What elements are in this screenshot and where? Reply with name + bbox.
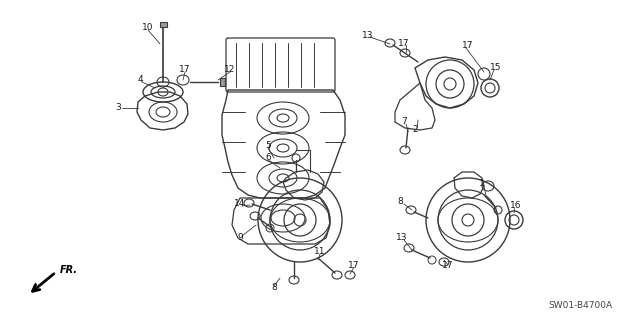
Text: 2: 2 [412, 125, 418, 135]
Text: 14: 14 [234, 199, 246, 209]
Text: 13: 13 [362, 31, 374, 40]
Text: 10: 10 [142, 24, 154, 33]
Text: 13: 13 [396, 234, 408, 242]
Text: 3: 3 [115, 103, 121, 113]
Text: 17: 17 [179, 65, 191, 75]
Text: FR.: FR. [60, 265, 78, 275]
Text: 9: 9 [237, 234, 243, 242]
Bar [220, 78, 225, 86]
Text: 17: 17 [462, 41, 474, 50]
Text: 1: 1 [479, 180, 485, 189]
Text: 5: 5 [265, 142, 271, 151]
Bar [159, 21, 166, 26]
Text: 6: 6 [265, 153, 271, 162]
Text: 8: 8 [397, 197, 403, 206]
Text: 16: 16 [510, 202, 522, 211]
Text: 17: 17 [398, 39, 410, 48]
Text: 8: 8 [271, 284, 277, 293]
Text: 11: 11 [314, 248, 326, 256]
Text: 4: 4 [137, 76, 143, 85]
Text: SW01-B4700A: SW01-B4700A [548, 301, 612, 310]
Text: 12: 12 [224, 65, 236, 75]
Text: 17: 17 [348, 262, 360, 271]
Text: 7: 7 [401, 117, 407, 127]
Text: 17: 17 [442, 262, 454, 271]
Text: 15: 15 [490, 63, 502, 72]
